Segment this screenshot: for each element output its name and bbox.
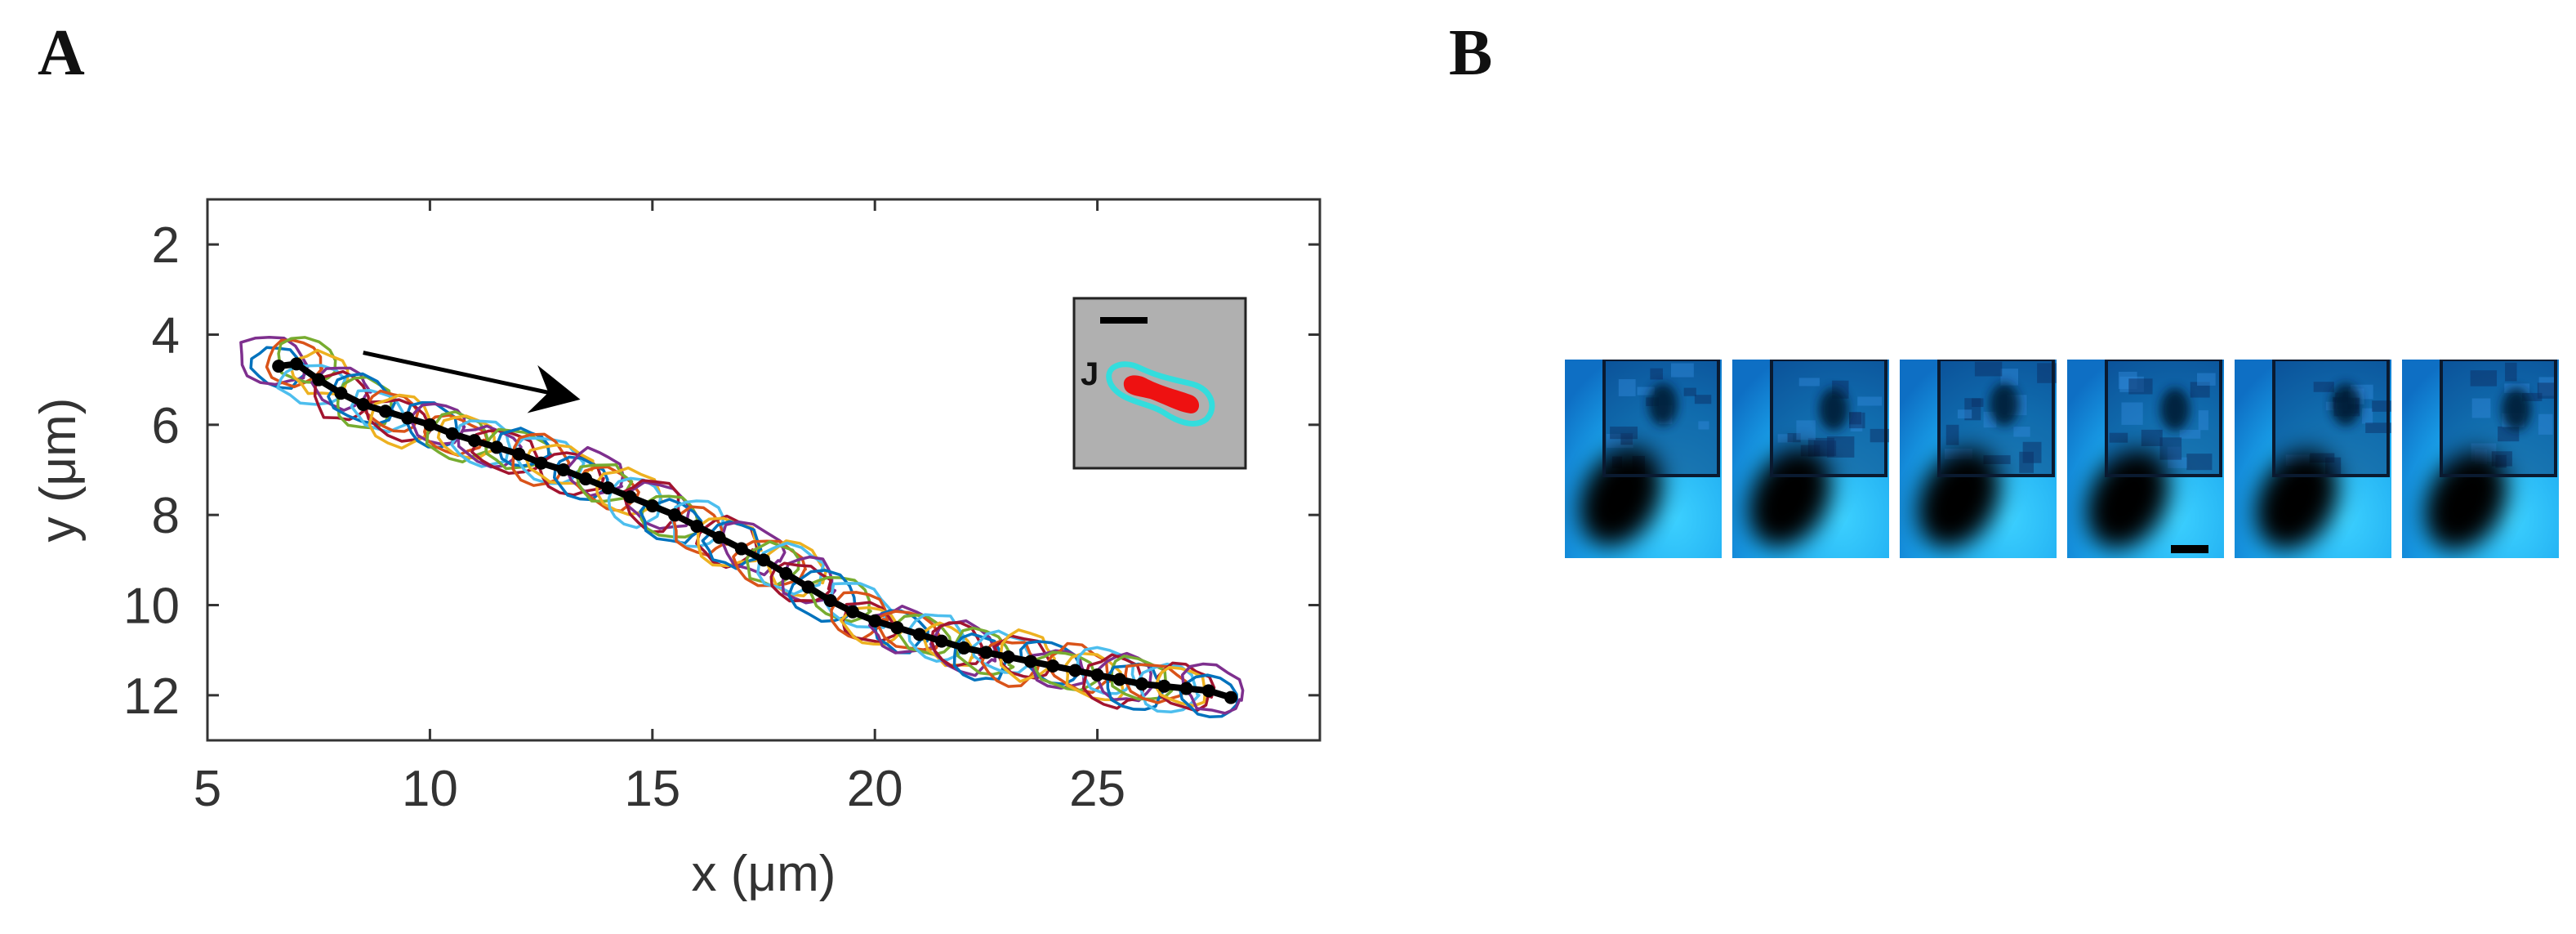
- trajectory-point: [289, 357, 303, 371]
- trajectory-point: [845, 605, 859, 619]
- trajectory-point: [1157, 679, 1171, 693]
- trajectory-point: [556, 463, 570, 476]
- trajectory-point: [912, 628, 926, 641]
- trajectory-point: [423, 418, 437, 431]
- trajectory-point: [401, 411, 415, 425]
- cell-contour: [276, 364, 347, 406]
- trajectory-point: [868, 614, 882, 628]
- cell-contour: [769, 561, 833, 603]
- x-tick-label: 25: [1069, 761, 1125, 817]
- trajectory-point: [579, 472, 593, 486]
- trajectory-point: [668, 508, 682, 522]
- cell-contour: [621, 479, 684, 534]
- inset-micrograph: J: [1072, 297, 1247, 470]
- plot-frame: [206, 198, 1321, 742]
- y-tick-label: 2: [152, 217, 180, 274]
- trajectory-point: [712, 530, 726, 544]
- cell-contour: [823, 582, 892, 629]
- time-lapse-frames: [1565, 360, 2559, 558]
- trajectory-point: [312, 373, 326, 387]
- frame-1: [1565, 360, 1722, 558]
- inset-label: J: [1081, 356, 1099, 392]
- x-axis: 5 10 15 20 25: [194, 199, 1125, 817]
- trajectory-point: [378, 404, 392, 418]
- inset-cell-body: [1123, 375, 1200, 413]
- x-axis-label: x (μm): [692, 846, 836, 902]
- trajectory-point: [801, 580, 815, 594]
- trajectory-point: [823, 593, 837, 607]
- panel-label-a: A: [38, 17, 85, 89]
- trajectory-point: [1001, 650, 1015, 664]
- trajectory-point: [1023, 655, 1037, 668]
- centroid-trajectory: [272, 357, 1238, 704]
- trajectory-point: [957, 641, 971, 655]
- trajectory-point: [757, 553, 770, 567]
- trajectory-point: [645, 499, 659, 513]
- trajectory-point: [779, 566, 793, 580]
- y-tick-label: 8: [152, 488, 180, 544]
- x-tick-label: 10: [402, 761, 458, 817]
- frame-5: [2235, 360, 2391, 558]
- y-axis: 2 4 6 8 10 12: [123, 217, 1320, 725]
- y-tick-label: 6: [152, 398, 180, 454]
- direction-arrow: [363, 351, 581, 413]
- trajectory-point: [334, 387, 348, 400]
- cell-contour: [1180, 662, 1245, 715]
- trajectory-point: [601, 481, 615, 495]
- trajectory-point: [1179, 682, 1193, 695]
- trajectory-point: [445, 427, 459, 440]
- trajectory-point: [512, 447, 526, 461]
- y-tick-label: 10: [123, 579, 180, 635]
- frame-3: [1900, 360, 2057, 558]
- trajectory-point: [356, 398, 370, 412]
- trajectory-point: [1112, 673, 1126, 686]
- trajectory-point: [1046, 659, 1060, 673]
- trajectory-point: [1135, 677, 1149, 691]
- trajectory-point: [490, 440, 504, 454]
- cell-contour: [894, 614, 953, 656]
- inset-cell-outline: [1106, 361, 1215, 427]
- frame-6: [2402, 360, 2559, 558]
- trajectory-point: [1090, 668, 1104, 682]
- frame-4: [2067, 360, 2224, 558]
- cell-contour: [839, 606, 902, 646]
- trajectory-point: [623, 490, 637, 504]
- x-tick-label: 15: [624, 761, 680, 817]
- trajectory-point: [734, 542, 748, 556]
- trajectory-point: [979, 646, 993, 659]
- x-tick-label: 20: [847, 761, 903, 817]
- trajectory-point: [690, 519, 704, 533]
- trajectory-point: [534, 456, 548, 470]
- trajectory-point: [934, 634, 948, 648]
- panel-label-b: B: [1449, 17, 1493, 89]
- trajectory-point: [1224, 690, 1238, 704]
- trajectory-point: [1068, 664, 1082, 677]
- cell-contour: [265, 338, 324, 389]
- y-tick-label: 4: [152, 308, 180, 364]
- trajectory-point: [1201, 684, 1215, 698]
- y-tick-label: 12: [123, 668, 180, 725]
- y-axis-label: y (μm): [30, 398, 87, 543]
- trajectory-point: [467, 434, 481, 448]
- trajectory-point: [890, 621, 904, 635]
- frame-2: [1732, 360, 1889, 558]
- cell-contour: [511, 432, 571, 487]
- x-tick-label: 5: [194, 761, 221, 817]
- trajectory-point: [272, 360, 286, 373]
